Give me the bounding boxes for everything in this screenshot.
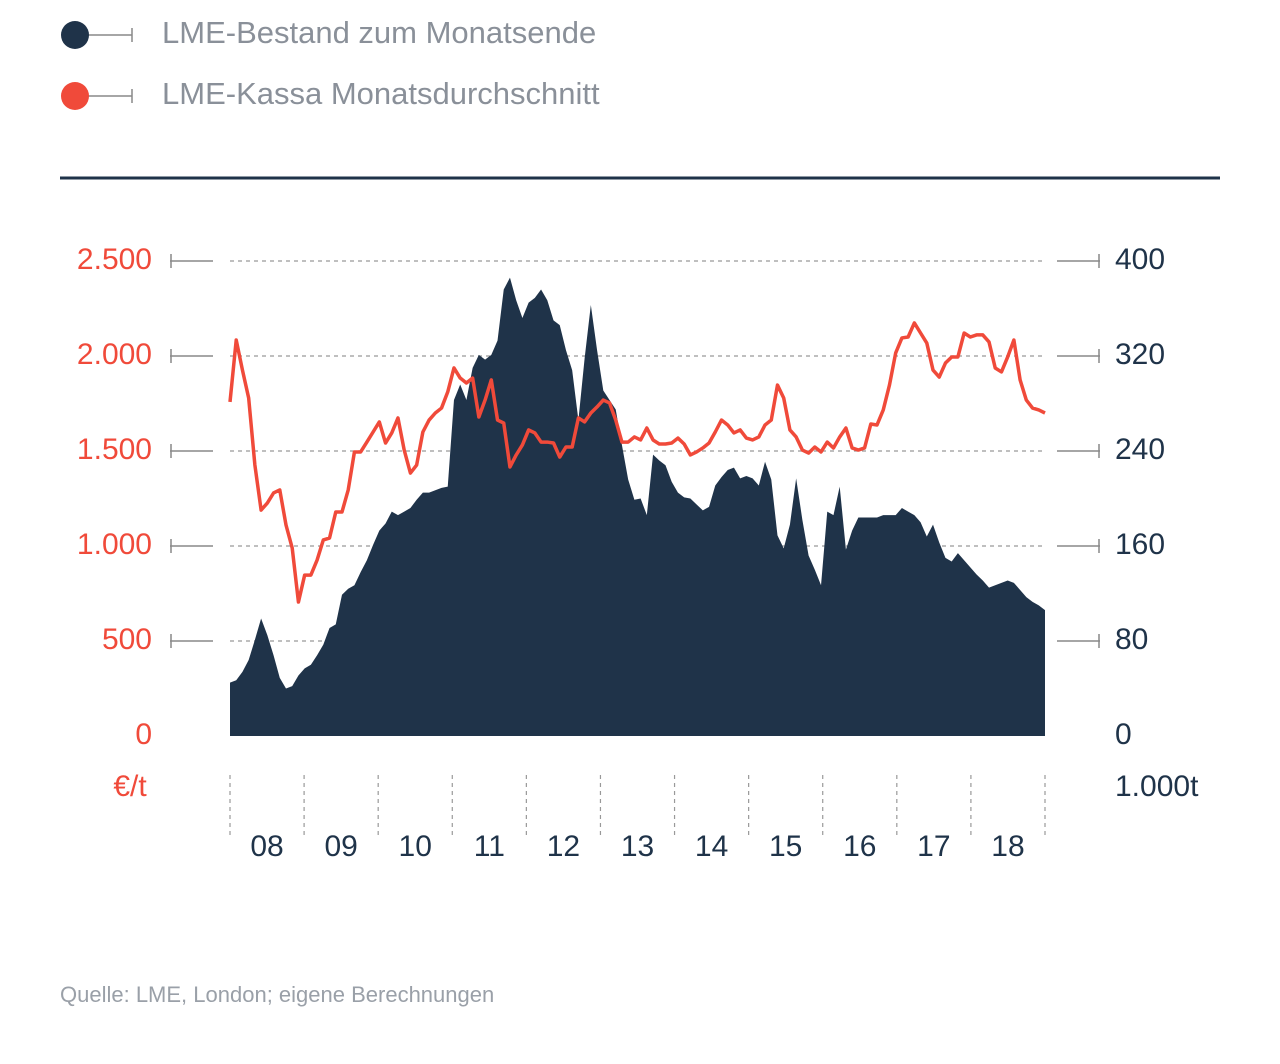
x-tick-label: 17 xyxy=(917,830,950,863)
y-tick-label: 2.500 xyxy=(77,243,152,276)
y-tick-label: 1.000 xyxy=(77,528,152,561)
source-note: Quelle: LME, London; eigene Berechnungen xyxy=(60,982,494,1007)
x-tick-label: 09 xyxy=(324,830,357,863)
x-tick-label: 08 xyxy=(250,830,283,863)
x-tick-label: 10 xyxy=(399,830,432,863)
x-tick-label: 13 xyxy=(621,830,654,863)
legend-label: LME-Kassa Monatsdurchschnitt xyxy=(162,76,600,111)
x-tick-label: 16 xyxy=(843,830,876,863)
x-tick-label: 18 xyxy=(991,830,1024,863)
y2-tick-label: 160 xyxy=(1115,528,1165,561)
stock-area xyxy=(230,277,1045,736)
y-tick-label: 2.000 xyxy=(77,338,152,371)
legend-marker xyxy=(61,82,89,110)
y-tick-label: 0 xyxy=(135,718,152,751)
y-tick-label: 1.500 xyxy=(77,433,152,466)
x-tick-label: 12 xyxy=(547,830,580,863)
legend-marker xyxy=(61,21,89,49)
legend-label: LME-Bestand zum Monatsende xyxy=(162,15,596,50)
y2-tick-label: 80 xyxy=(1115,623,1148,656)
y2-tick-label: 0 xyxy=(1115,718,1132,751)
x-tick-label: 14 xyxy=(695,830,728,863)
x-tick-label: 15 xyxy=(769,830,802,863)
y-tick-label: 500 xyxy=(102,623,152,656)
y-unit: €/t xyxy=(113,770,147,803)
y2-tick-label: 240 xyxy=(1115,433,1165,466)
y2-tick-label: 400 xyxy=(1115,243,1165,276)
y2-tick-label: 320 xyxy=(1115,338,1165,371)
price-line xyxy=(228,321,1046,604)
y2-unit: 1.000t xyxy=(1115,770,1199,803)
x-tick-label: 11 xyxy=(474,830,505,863)
